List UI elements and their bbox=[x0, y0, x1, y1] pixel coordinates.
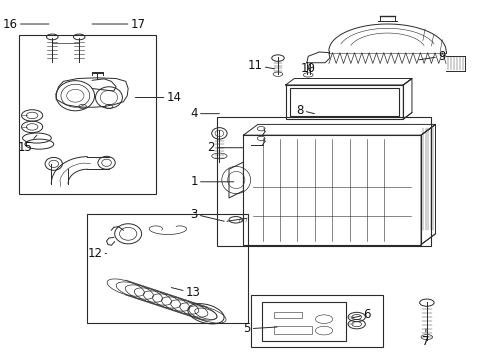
Text: 16: 16 bbox=[3, 18, 49, 31]
Text: 14: 14 bbox=[135, 91, 181, 104]
Bar bbox=[273, 312, 302, 318]
Bar bbox=[217, 117, 430, 246]
Bar bbox=[87, 214, 248, 323]
Text: 15: 15 bbox=[18, 135, 37, 154]
Bar bbox=[250, 295, 382, 347]
Text: 6: 6 bbox=[351, 308, 370, 321]
Text: 2: 2 bbox=[207, 141, 243, 154]
Text: 8: 8 bbox=[296, 104, 314, 117]
Text: 11: 11 bbox=[247, 59, 274, 72]
Text: 5: 5 bbox=[243, 322, 277, 335]
Bar bbox=[19, 35, 155, 194]
Bar bbox=[289, 88, 399, 116]
Text: 1: 1 bbox=[190, 175, 233, 188]
Text: 3: 3 bbox=[190, 208, 224, 221]
Text: 10: 10 bbox=[301, 62, 315, 75]
Text: 13: 13 bbox=[171, 287, 200, 300]
Bar bbox=[285, 85, 403, 119]
Bar bbox=[273, 326, 311, 334]
Text: 7: 7 bbox=[421, 329, 429, 348]
Text: 17: 17 bbox=[92, 18, 145, 31]
Text: 4: 4 bbox=[190, 107, 219, 120]
Text: 12: 12 bbox=[87, 247, 106, 260]
Bar bbox=[243, 135, 420, 244]
Bar bbox=[261, 302, 345, 341]
Text: 9: 9 bbox=[418, 50, 445, 63]
